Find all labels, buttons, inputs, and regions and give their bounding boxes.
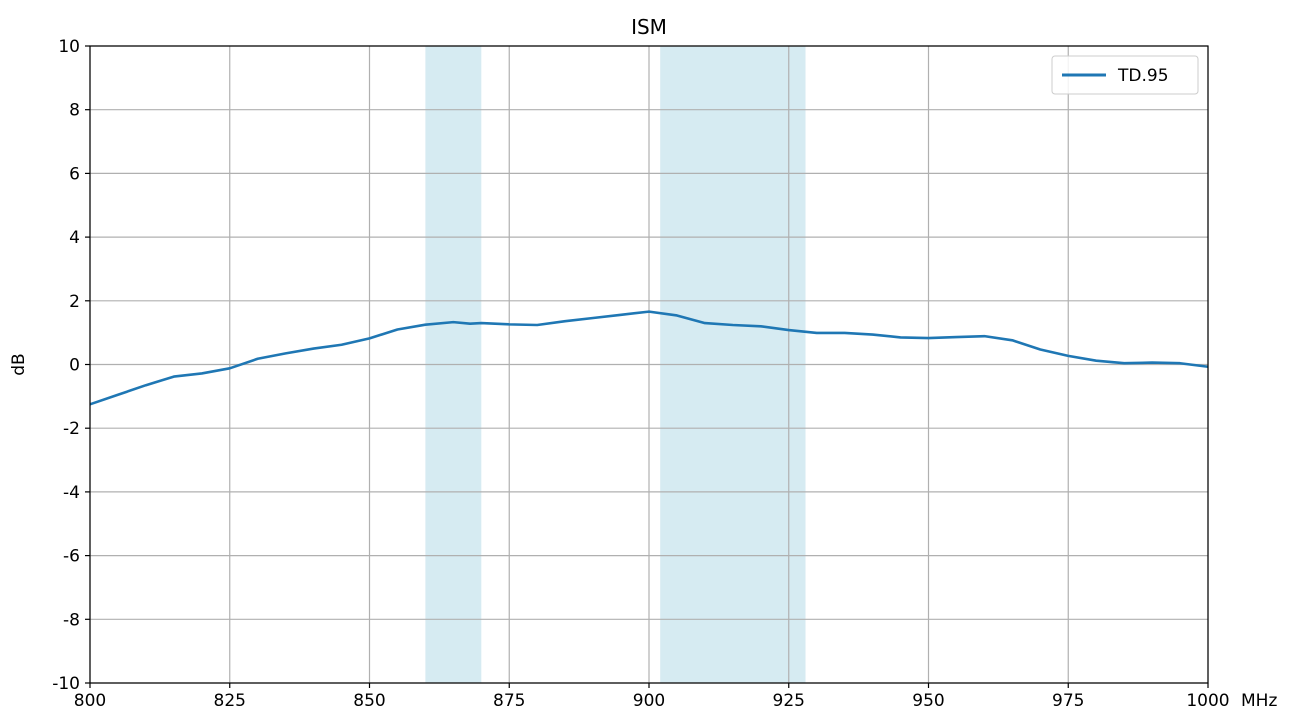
y-tick-label: 2	[69, 292, 80, 312]
y-tick-label: -4	[63, 483, 80, 503]
series-line-td95	[89, 310, 1209, 406]
y-axis-label: dB	[9, 353, 29, 375]
y-tick-label: 0	[69, 356, 80, 376]
legend-label-td95: TD.95	[1117, 66, 1169, 86]
y-tick-label: -2	[63, 419, 80, 439]
y-tick-label: 4	[69, 228, 80, 248]
x-tick-label: 875	[493, 691, 525, 711]
legend-box	[1051, 55, 1199, 95]
x-tick-label: 900	[633, 691, 665, 711]
x-axis-unit: MHz	[1241, 691, 1277, 711]
x-tick-label: 825	[214, 691, 246, 711]
chart-title: ISM	[631, 15, 667, 39]
y-tick-label: 6	[69, 164, 80, 184]
x-tick-label: 1000	[1186, 691, 1229, 711]
y-tick-label: 8	[69, 101, 80, 121]
y-tick-label: -6	[63, 547, 80, 567]
y-tick-label: 10	[58, 37, 80, 57]
x-tick-label: 925	[773, 691, 805, 711]
x-tick-label: 975	[1052, 691, 1084, 711]
grid-lines	[89, 45, 1209, 684]
legend: TD.95	[1051, 55, 1199, 95]
x-tick-label: 800	[74, 691, 106, 711]
y-tick-label: -10	[52, 674, 80, 694]
axis-ticks: 800 825 850 875 900 925 950 975 1000 -10 -8 -6 -4 -2 0…	[52, 37, 1229, 711]
y-tick-label: -8	[63, 610, 80, 630]
x-tick-label: 850	[353, 691, 385, 711]
x-tick-label: 950	[912, 691, 944, 711]
series-layer	[89, 310, 1209, 406]
